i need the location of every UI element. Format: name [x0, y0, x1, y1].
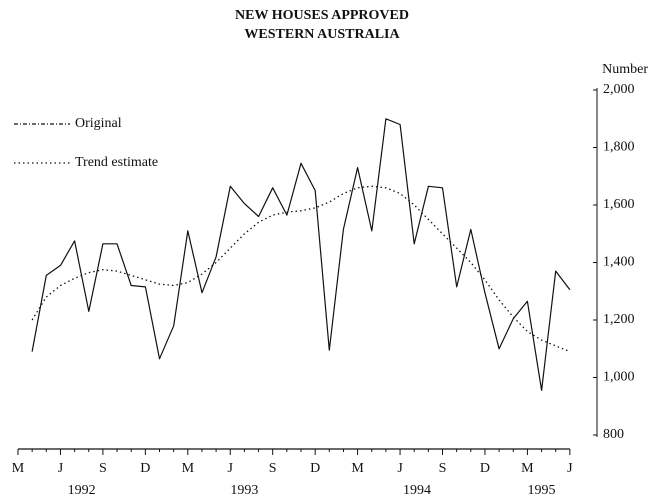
y-tick-label: 1,600	[603, 197, 635, 212]
y-tick-label: 1,800	[603, 140, 635, 155]
x-tick-label: J	[567, 461, 573, 476]
x-tick-label: S	[99, 461, 107, 476]
legend-label: Original	[75, 116, 122, 131]
x-tick-label: M	[12, 461, 25, 476]
x-tick-label: J	[228, 461, 234, 476]
y-tick-label: 800	[603, 427, 624, 442]
series-line	[31, 118, 571, 391]
x-tick-label: M	[182, 461, 195, 476]
x-tick-label: M	[521, 461, 534, 476]
x-tick-label: S	[269, 461, 277, 476]
x-tick-label: M	[351, 461, 364, 476]
chart-title: NEW HOUSES APPROVED	[235, 8, 409, 23]
year-label: 1992	[68, 483, 96, 498]
chart-subtitle: WESTERN AUSTRALIA	[244, 27, 400, 42]
x-tick-label: D	[480, 461, 490, 476]
y-tick-label: 2,000	[603, 82, 635, 97]
year-label: 1995	[528, 483, 556, 498]
series-line	[31, 185, 571, 353]
x-tick-label: J	[58, 461, 64, 476]
x-tick-label: D	[140, 461, 150, 476]
x-tick-label: J	[397, 461, 403, 476]
y-tick-label: 1,000	[603, 370, 635, 385]
y-tick-label: 1,200	[603, 312, 635, 327]
legend-label: Trend estimate	[75, 155, 158, 170]
year-label: 1993	[230, 483, 258, 498]
y-axis-label: Number	[602, 62, 648, 77]
x-tick-label: D	[310, 461, 320, 476]
x-tick-label: S	[439, 461, 447, 476]
year-label: 1994	[403, 483, 431, 498]
y-tick-label: 1,400	[603, 255, 635, 270]
